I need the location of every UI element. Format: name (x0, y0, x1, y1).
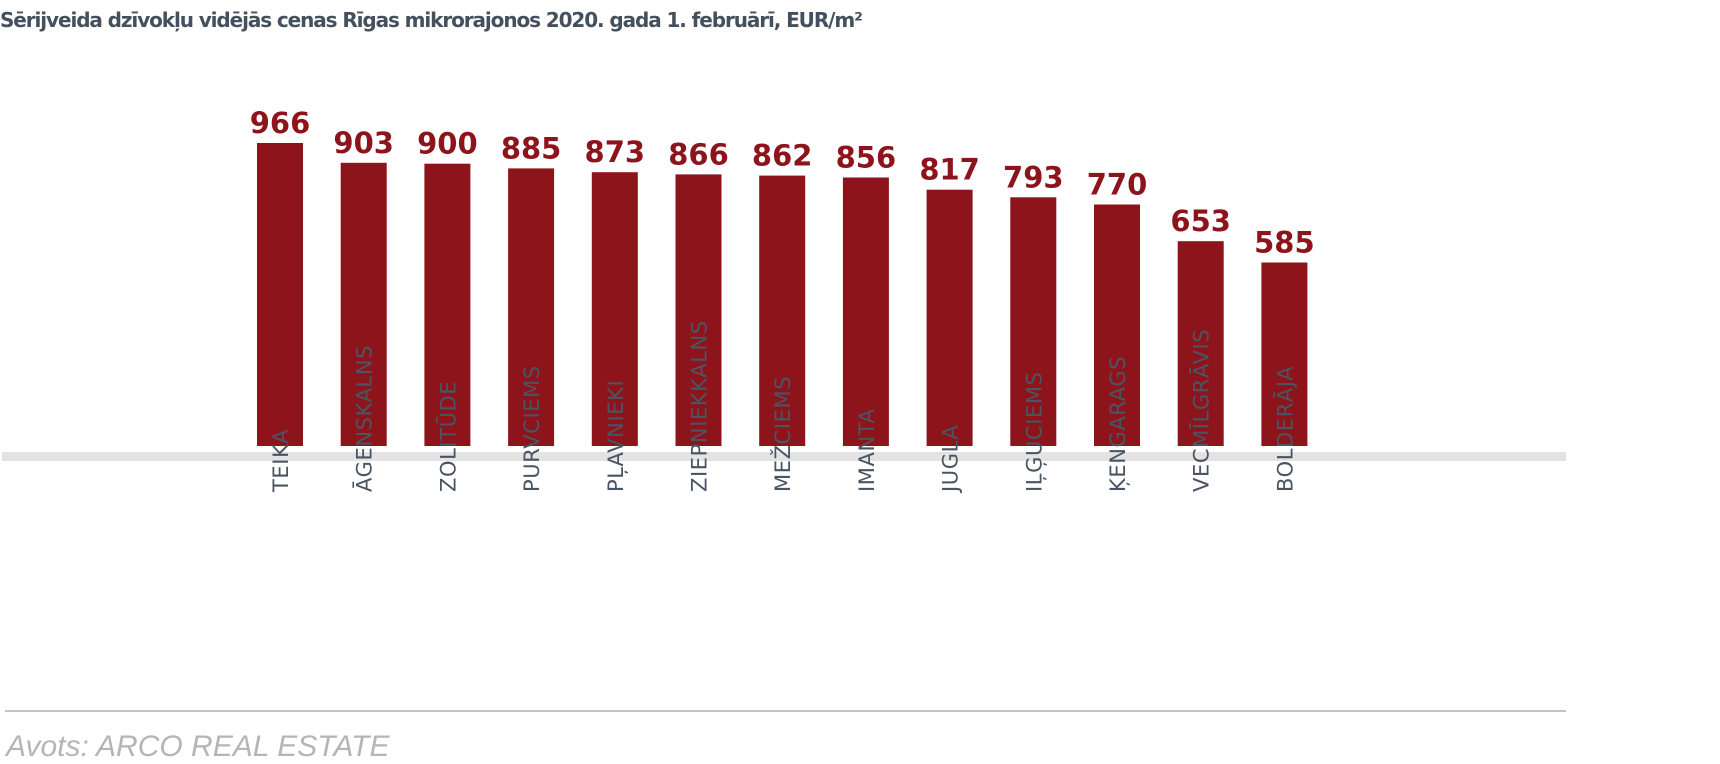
category-label-9: IĻĢUCIEMS (1022, 371, 1046, 492)
category-label-6: MEŽCIEMS (770, 376, 795, 492)
value-label-6: 862 (752, 139, 813, 173)
bar-12 (1261, 262, 1308, 446)
baseline-axis (2, 452, 1566, 461)
value-label-11: 653 (1170, 204, 1231, 238)
footer-divider (5, 710, 1566, 712)
value-label-1: 903 (333, 126, 394, 160)
category-labels-layer: TEIKA ĀGENSKALNS ZOLITŪDE PURVCIEMS PĻAVNIEK… (269, 320, 1297, 494)
bar-9 (1010, 197, 1057, 446)
category-label-5: ZIEPNIEKKALNS (688, 320, 712, 492)
category-label-3: PURVCIEMS (520, 365, 544, 492)
value-label-9: 793 (1003, 160, 1064, 194)
value-label-7: 856 (836, 141, 897, 175)
bars-layer (257, 143, 1308, 447)
chart-title: Sērijveida dzīvokļu vidējās cenas Rīgas … (0, 8, 863, 32)
bar-3 (508, 168, 555, 446)
bar-4 (591, 172, 638, 446)
category-label-7: IMANTA (855, 408, 879, 492)
category-label-2: ZOLITŪDE (435, 381, 460, 492)
category-label-1: ĀGENSKALNS (353, 345, 377, 492)
bar-7 (842, 177, 889, 446)
source-note: Avots: ARCO REAL ESTATE (6, 730, 390, 763)
bar-11 (1177, 241, 1224, 446)
value-label-0: 966 (250, 106, 311, 140)
bar-2 (424, 163, 471, 446)
category-label-4: PĻAVNIEKI (604, 380, 628, 492)
value-label-4: 873 (585, 135, 646, 169)
value-label-3: 885 (501, 131, 562, 165)
category-label-0: TEIKA (269, 429, 293, 493)
bar-1 (340, 162, 387, 447)
bar-8 (926, 189, 973, 446)
bar-6 (759, 175, 806, 446)
category-label-11: VECMĪLGRĀVIS (1190, 329, 1214, 492)
category-label-8: JUGLA (939, 425, 963, 494)
value-label-2: 900 (417, 127, 478, 161)
value-label-5: 866 (668, 137, 729, 171)
category-label-10: ĶENGARAGS (1106, 356, 1130, 492)
value-label-12: 585 (1254, 226, 1315, 260)
value-label-8: 817 (919, 153, 980, 187)
bar-10 (1094, 204, 1140, 446)
value-labels-layer: 966 903 900 885 873 866 862 856 817 793 770 653 585 (250, 106, 1315, 260)
bar-5 (675, 174, 722, 446)
bar-0 (257, 143, 303, 446)
category-label-12: BOLDERĀJA (1273, 366, 1297, 492)
value-label-10: 770 (1087, 168, 1148, 202)
